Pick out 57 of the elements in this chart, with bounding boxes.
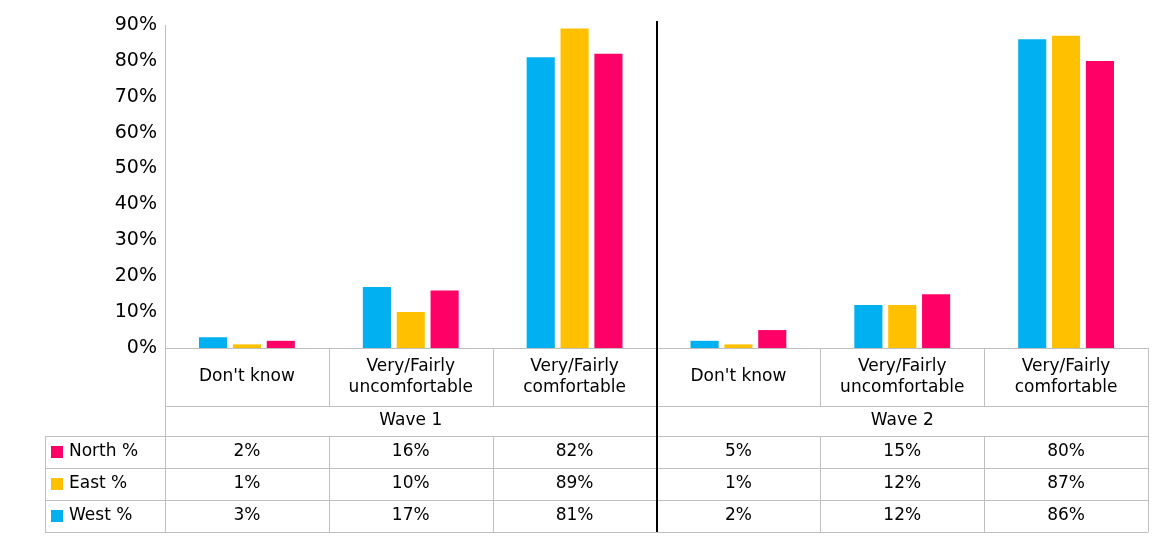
y-tick-label: 0% [126,334,157,357]
bar [1018,39,1047,348]
x-tick-label: Very/Fairly comfortable [1014,354,1118,396]
legend-label: North % [69,440,139,461]
y-tick-label: 50% [114,155,157,178]
bar [758,330,787,348]
legend-label: West % [69,504,133,525]
text: Wave 2 [870,409,934,430]
x-tick-label: Don't know [198,365,295,386]
data-label: 5% [724,440,752,461]
bar [1085,60,1114,348]
bar [854,304,883,348]
bar [232,344,261,348]
data-label: 2% [724,504,752,525]
bar [526,57,555,348]
y-tick-label: 60% [114,119,157,142]
y-tick-label: 30% [114,227,157,250]
text: Wave 1 [379,409,443,430]
data-label: 2% [233,440,261,461]
bar [430,290,459,348]
y-tick-label: 70% [114,83,157,106]
bar [888,304,917,348]
data-label: 3% [233,504,261,525]
data-label: 81% [555,504,594,525]
x-tick-label: Very/Fairly uncomfortable [348,354,473,396]
bar [1052,35,1081,348]
x-tick-label: Very/Fairly comfortable [523,354,626,396]
data-label: 80% [1047,440,1085,461]
bar [199,337,228,348]
x-tick-label: Don't know [690,365,787,386]
data-label: 10% [391,472,430,493]
data-label: 89% [555,472,594,493]
bar [922,294,951,348]
data-label: 12% [883,504,922,525]
y-tick-label: 20% [114,263,157,286]
y-tick-label: 90% [114,11,157,34]
bar [690,340,719,348]
y-tick-label: 40% [114,191,157,214]
bar [560,28,589,348]
data-label: 12% [883,472,922,493]
data-label: 1% [233,472,261,493]
bar [594,53,623,348]
bar [724,344,753,348]
y-tick-label: 80% [114,47,157,70]
data-label: 86% [1047,504,1085,525]
data-label: 1% [724,472,752,493]
bar [396,312,425,348]
data-label: 82% [555,440,594,461]
data-label: 15% [883,440,922,461]
y-tick-label: 10% [114,299,157,322]
x-tick-label: Very/Fairly uncomfortable [840,354,965,396]
data-label: 87% [1047,472,1085,493]
bar [362,286,391,348]
bar [266,340,295,348]
data-label: 17% [391,504,430,525]
data-label: 16% [391,440,430,461]
legend-label: East % [69,472,128,493]
